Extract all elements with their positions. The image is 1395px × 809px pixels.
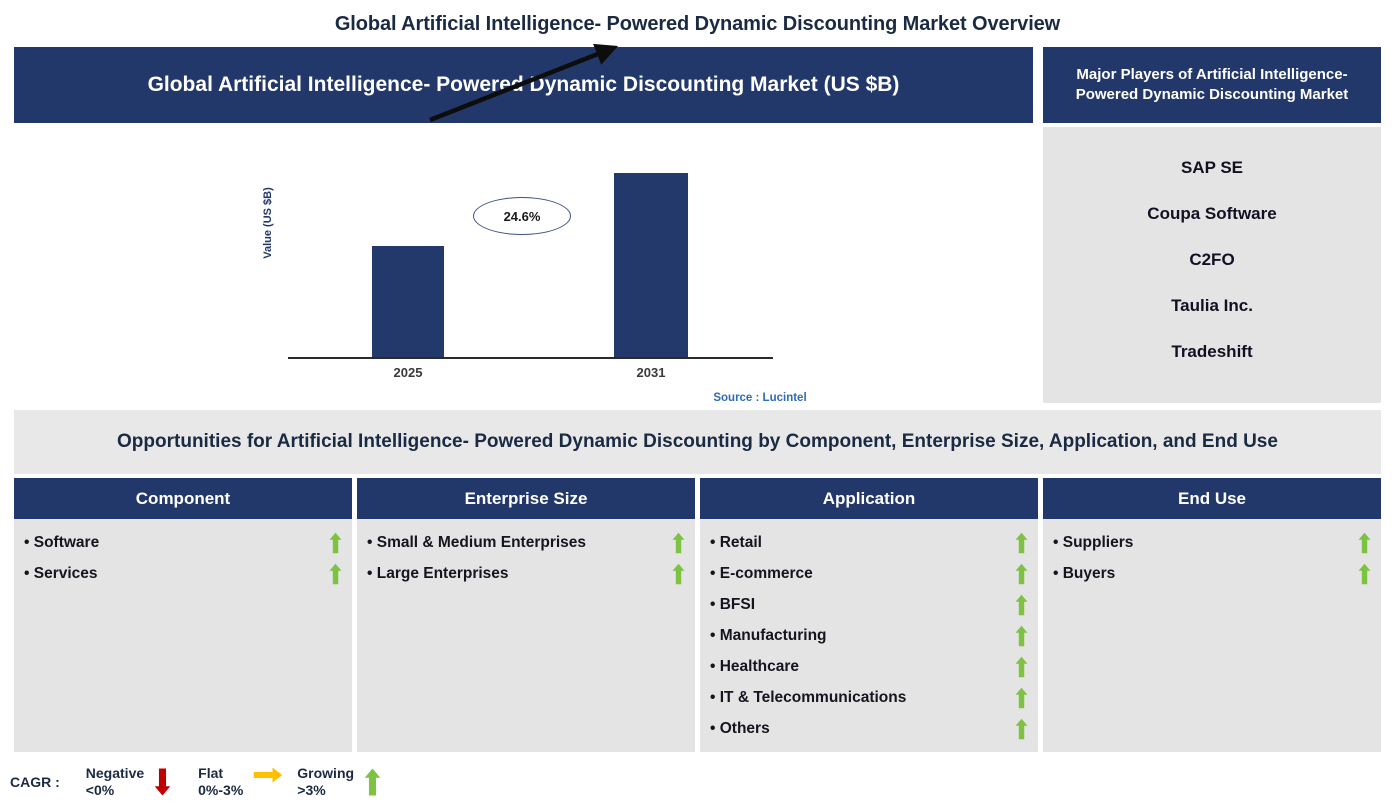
arrow-right-icon xyxy=(253,765,283,799)
segment-list-component: • Software • Services xyxy=(14,519,352,752)
chart-x-axis-line xyxy=(288,357,773,359)
segment-item: • Buyers xyxy=(1049,558,1373,589)
segment-item-label: • Large Enterprises xyxy=(367,564,509,582)
cagr-value-bubble: 24.6% xyxy=(473,197,571,235)
cagr-legend-entry-text: Flat 0%-3% xyxy=(198,765,243,798)
segment-item: • Manufacturing xyxy=(706,620,1030,651)
segment-item-label: • Buyers xyxy=(1053,564,1116,582)
arrow-up-icon xyxy=(329,532,342,554)
segment-title-application: Application xyxy=(700,478,1038,519)
arrow-up-icon xyxy=(1015,656,1028,678)
segment-list-enterprise-size: • Small & Medium Enterprises • Large Ente… xyxy=(357,519,695,752)
arrow-up-icon xyxy=(364,765,390,799)
cagr-legend-entry-range: 0%-3% xyxy=(198,782,244,798)
segment-column-component: Component • Software • Services xyxy=(14,478,352,752)
chart-y-axis-label-text: Value (US $B) xyxy=(262,187,274,259)
market-bar-chart xyxy=(14,127,1033,403)
segment-item: • Software xyxy=(20,527,344,558)
segment-item-label: • Retail xyxy=(710,533,762,551)
segment-item-label: • Others xyxy=(710,719,770,737)
cagr-legend-entries: Negative <0% Flat 0%-3% Growing >3% xyxy=(86,765,408,799)
segment-item-label: • IT & Telecommunications xyxy=(710,688,907,706)
arrow-up-icon xyxy=(1015,594,1028,616)
bar-2025 xyxy=(372,246,444,357)
cagr-legend-entry-label: Negative xyxy=(85,765,145,782)
cagr-legend: CAGR : Negative <0% Flat 0%-3% Growing >3% xyxy=(10,760,408,804)
segment-columns: Component • Software • Services Enterpris… xyxy=(14,478,1381,752)
cagr-legend-title: CAGR : xyxy=(10,774,60,790)
segment-list-application: • Retail • E-commerce • BFSI • Manufacturin… xyxy=(700,519,1038,752)
segment-item-label: • Suppliers xyxy=(1053,533,1134,551)
cagr-legend-entry-label: Growing xyxy=(297,765,355,782)
segment-item: • Small & Medium Enterprises xyxy=(363,527,687,558)
x-tick-label-2031: 2031 xyxy=(636,365,666,380)
segment-item-label: • BFSI xyxy=(710,595,756,613)
cagr-legend-entry-range: >3% xyxy=(297,782,326,798)
segment-item-label: • Software xyxy=(24,533,100,551)
arrow-up-icon xyxy=(1015,718,1028,740)
cagr-legend-entry-label: Flat xyxy=(198,765,224,782)
segment-item: • IT & Telecommunications xyxy=(706,682,1030,713)
arrow-up-icon xyxy=(1015,687,1028,709)
x-tick-label-2025: 2025 xyxy=(393,365,423,380)
cagr-value-text: 24.6% xyxy=(503,208,541,224)
segment-column-application: Application • Retail • E-commerce • BFSI • … xyxy=(700,478,1038,752)
cagr-legend-entry-range: <0% xyxy=(85,782,115,798)
segment-item: • Large Enterprises xyxy=(363,558,687,589)
segment-item: • E-commerce xyxy=(706,558,1030,589)
segment-item: • Suppliers xyxy=(1049,527,1373,558)
major-players-panel: SAP SE Coupa Software C2FO Taulia Inc. T… xyxy=(1043,127,1381,403)
cagr-legend-entry-text: Growing >3% xyxy=(297,765,354,798)
segment-item-label: • Services xyxy=(24,564,98,582)
segment-item-label: • Healthcare xyxy=(710,657,799,675)
players-header-bar: Major Players of Artificial Intelligence… xyxy=(1043,47,1381,123)
arrow-down-icon xyxy=(154,765,180,799)
segment-item: • Healthcare xyxy=(706,651,1030,682)
arrow-up-icon xyxy=(672,532,685,554)
arrow-up-icon xyxy=(1358,563,1371,585)
segment-item: • Retail xyxy=(706,527,1030,558)
segment-list-end-use: • Suppliers • Buyers xyxy=(1043,519,1381,752)
player-item: Taulia Inc. xyxy=(1171,296,1253,315)
arrow-up-icon xyxy=(1358,532,1371,554)
arrow-up-icon xyxy=(1015,563,1028,585)
segment-title-component: Component xyxy=(14,478,352,519)
arrow-up-icon xyxy=(672,563,685,585)
cagr-legend-entry-text: Negative <0% xyxy=(86,765,144,798)
segment-item: • BFSI xyxy=(706,589,1030,620)
segment-title-enterprise-size: Enterprise Size xyxy=(357,478,695,519)
player-item: Tradeshift xyxy=(1171,342,1253,361)
arrow-up-icon xyxy=(1015,532,1028,554)
arrow-up-icon xyxy=(329,563,342,585)
opportunities-banner-title: Opportunities for Artificial Intelligenc… xyxy=(117,431,1278,453)
segment-column-enterprise-size: Enterprise Size • Small & Medium Enterpr… xyxy=(357,478,695,752)
player-item: SAP SE xyxy=(1180,158,1244,177)
cagr-legend-entry: Growing >3% xyxy=(297,765,402,799)
player-item: Coupa Software xyxy=(1147,204,1277,223)
cagr-legend-entry: Negative <0% xyxy=(86,765,192,799)
chart-y-axis-label: Value (US $B) xyxy=(258,168,278,278)
opportunities-banner: Opportunities for Artificial Intelligenc… xyxy=(14,410,1381,474)
arrow-up-icon xyxy=(1015,625,1028,647)
market-header-bar: Global Artificial Intelligence- Powered … xyxy=(14,47,1033,123)
segment-item: • Others xyxy=(706,713,1030,744)
segment-item-label: • Small & Medium Enterprises xyxy=(367,533,587,551)
segment-item: • Services xyxy=(20,558,344,589)
segment-title-end-use: End Use xyxy=(1043,478,1381,519)
segment-item-label: • E-commerce xyxy=(710,564,813,582)
player-item: C2FO xyxy=(1189,250,1235,269)
cagr-legend-entry: Flat 0%-3% xyxy=(198,765,291,799)
market-header-title: Global Artificial Intelligence- Powered … xyxy=(147,73,900,97)
players-header-title: Major Players of Artificial Intelligence… xyxy=(1075,65,1349,103)
bar-2031 xyxy=(614,173,688,357)
segment-column-end-use: End Use • Suppliers • Buyers xyxy=(1043,478,1381,752)
source-label: Source : Lucintel xyxy=(713,392,807,404)
page-title: Global Artificial Intelligence- Powered … xyxy=(334,13,1061,35)
segment-item-label: • Manufacturing xyxy=(710,626,827,644)
